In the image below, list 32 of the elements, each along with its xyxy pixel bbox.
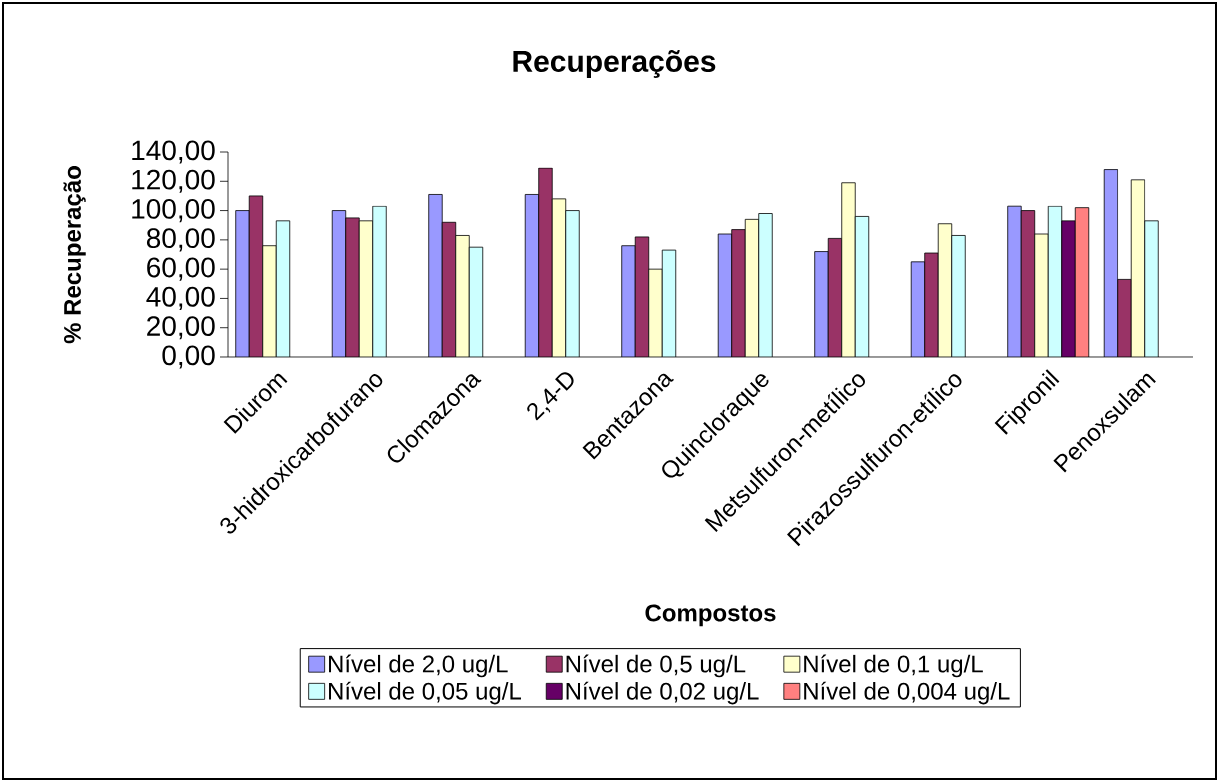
y-tick-label: 20,00 <box>147 316 215 340</box>
bar <box>648 269 663 357</box>
y-axis-title: % Recuperação <box>63 166 86 344</box>
legend-label: Nível de 0,004 ug/L <box>804 681 1010 705</box>
legend-label: Nível de 0,1 ug/L <box>804 654 983 678</box>
y-tick-label: 120,00 <box>132 169 215 193</box>
bar <box>758 213 773 357</box>
y-tick-label: 60,00 <box>147 257 215 281</box>
x-axis-title: Compostos <box>645 604 776 627</box>
chart-title: Recuperações <box>513 50 716 78</box>
bar <box>924 253 939 357</box>
bar <box>841 182 856 357</box>
y-tick-label: 40,00 <box>146 286 215 310</box>
legend-label: Nível de 0,5 ug/L <box>566 654 746 678</box>
y-tick-label: 100,00 <box>132 199 215 223</box>
y-tick-label: 0,00 <box>162 345 215 369</box>
bar <box>731 229 746 357</box>
bar <box>1144 220 1159 357</box>
legend-label: Nível de 0,05 ug/L <box>329 681 521 705</box>
y-tick-label: 140,00 <box>132 140 215 164</box>
bar <box>262 245 277 357</box>
legend-label: Nível de 2,0 ug/L <box>329 654 508 678</box>
bar <box>345 217 360 357</box>
bar <box>565 210 580 357</box>
bar <box>538 168 553 357</box>
bar <box>951 235 966 357</box>
y-tick-label: 80,00 <box>146 228 215 252</box>
bar <box>455 235 470 357</box>
bar <box>1117 278 1132 357</box>
bar <box>1034 234 1049 357</box>
legend-label: Nível de 0,02 ug/L <box>566 681 759 705</box>
bar <box>372 206 387 357</box>
